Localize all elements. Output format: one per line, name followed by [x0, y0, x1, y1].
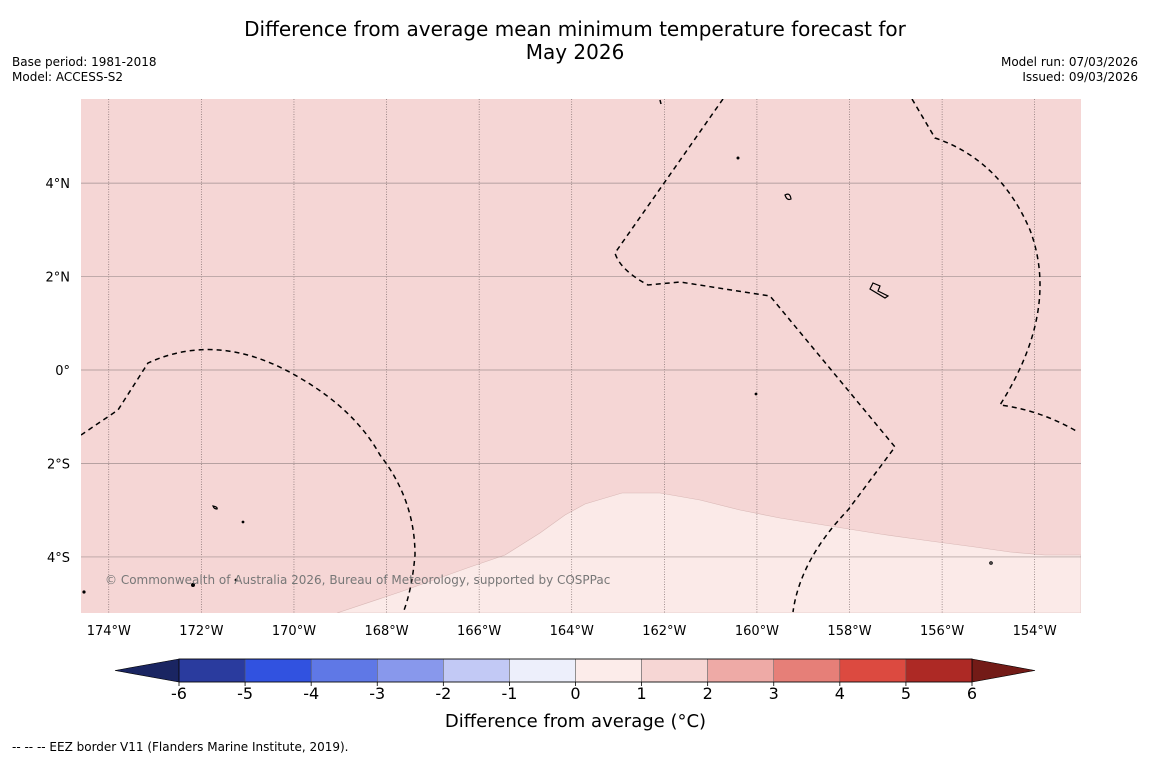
lon-tick-label: 166°W — [457, 624, 501, 639]
colorbar-tick-label: -6 — [171, 684, 187, 703]
eez-border-east — [911, 99, 1079, 433]
colorbar-tick-label: 1 — [636, 684, 646, 703]
colorbar-tick-label: 2 — [703, 684, 713, 703]
island-outline — [784, 193, 792, 201]
lon-tick-label: 168°W — [364, 624, 408, 639]
lon-tick-label: 156°W — [920, 624, 964, 639]
colorbar-extend-high — [971, 658, 1036, 683]
lon-tick-label: 158°W — [827, 624, 871, 639]
colorbar-tick-label: -5 — [237, 684, 253, 703]
lon-tick-label: 170°W — [272, 624, 316, 639]
colorbar: -6 -5 -4 -3 -2 -1 0 1 2 3 4 5 6 Difference from avera… — [114, 658, 1036, 732]
lon-tick-label: 164°W — [550, 624, 594, 639]
title-line-1: Difference from average mean minimum tem… — [244, 17, 906, 41]
colorbar-tick-label: -2 — [435, 684, 451, 703]
colorbar-segment — [773, 658, 841, 683]
model-run: Model run: 07/03/2026 — [1000, 55, 1138, 69]
island-dot — [241, 520, 245, 524]
colorbar-tick-label: -1 — [501, 684, 517, 703]
issued-date: Issued: 09/03/2026 — [1022, 70, 1138, 84]
island-dot — [191, 582, 196, 587]
island-dot — [234, 578, 238, 582]
island-dot — [736, 156, 740, 160]
anomaly-fill-0-to-1 — [336, 492, 1081, 613]
colorbar-segment — [443, 658, 510, 683]
model-name: Model: ACCESS-S2 — [12, 70, 124, 84]
colorbar-segment — [707, 658, 775, 683]
eez-borders — [81, 99, 1079, 613]
lat-tick-label: 4°S — [47, 551, 70, 566]
model-info: Base period: 1981-2018 Model: ACCESS-S2 — [12, 55, 157, 85]
eez-footnote: -- -- -- EEZ border V11 (Flanders Marine… — [12, 740, 349, 754]
lat-tick-label: 0° — [55, 364, 70, 379]
colorbar-tick-label: 5 — [901, 684, 911, 703]
axis-labels: 174°W 172°W 170°W 168°W 166°W 164°W 162°W 160°W… — [46, 177, 1057, 639]
chart-title: Difference from average mean minimum tem… — [0, 18, 1150, 64]
lon-tick-label: 162°W — [642, 624, 686, 639]
colorbar-segment — [575, 658, 642, 683]
run-info: Model run: 07/03/2026 Issued: 09/03/2026 — [1001, 55, 1138, 85]
lat-tick-label: 2°S — [47, 457, 70, 472]
eez-border-west — [81, 348, 416, 613]
islands — [82, 156, 993, 594]
map-area[interactable]: © Commonwealth of Australia 2026, Bureau… — [81, 99, 1081, 613]
colorbar-segment — [377, 658, 444, 683]
base-period: Base period: 1981-2018 — [12, 55, 157, 69]
colorbar-segment — [509, 658, 576, 683]
colorbar-tick-label: 3 — [769, 684, 779, 703]
colorbar-segment — [839, 658, 907, 683]
island-outline — [212, 505, 218, 510]
colorbar-tick-label: -4 — [303, 684, 319, 703]
copyright-notice: © Commonwealth of Australia 2026, Bureau… — [105, 573, 610, 587]
colorbar-segment — [178, 658, 246, 683]
colorbar-extend-low — [114, 658, 180, 683]
colorbar-segment — [641, 658, 708, 683]
lon-tick-label: 160°W — [735, 624, 779, 639]
colorbar-segment — [244, 658, 312, 683]
colorbar-title: Difference from average (°C) — [445, 711, 706, 732]
colorbar-tick-label: 6 — [967, 684, 977, 703]
colorbar-tick-label: -3 — [369, 684, 385, 703]
colorbar-tick-label: 0 — [570, 684, 580, 703]
lat-tick-label: 4°N — [46, 177, 71, 192]
colorbar-segment — [310, 658, 378, 683]
island-outline — [869, 282, 890, 299]
graticule — [81, 99, 1081, 613]
colorbar-tick-label: 4 — [835, 684, 845, 703]
island-dot — [82, 590, 86, 594]
title-line-2: May 2026 — [525, 40, 625, 64]
eez-border-central — [614, 99, 896, 613]
lat-tick-label: 2°N — [46, 271, 71, 286]
lon-tick-label: 154°W — [1013, 624, 1057, 639]
lon-tick-label: 174°W — [87, 624, 131, 639]
lon-tick-label: 172°W — [179, 624, 223, 639]
colorbar-segment — [905, 658, 973, 683]
island-dot — [989, 561, 993, 565]
island-dot — [754, 392, 758, 396]
